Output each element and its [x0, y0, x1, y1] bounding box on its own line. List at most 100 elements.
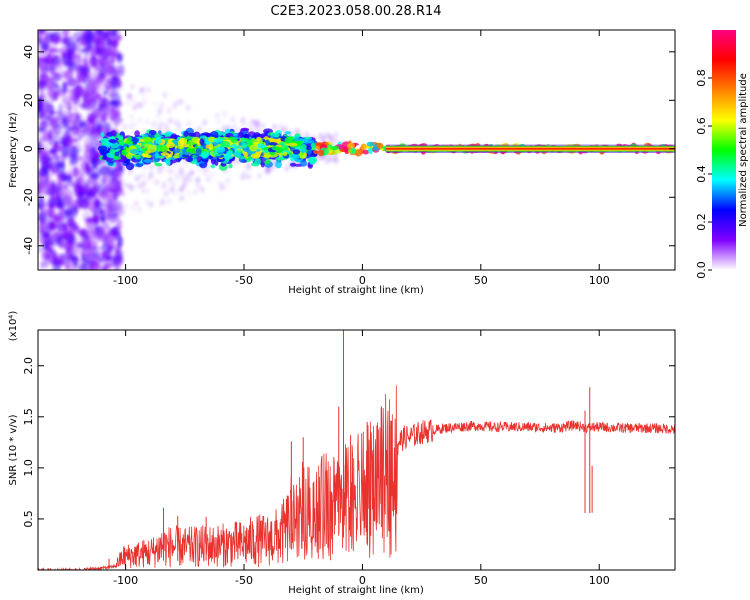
- spectrogram-cell: [87, 79, 95, 92]
- spectrogram-cell: [110, 199, 119, 208]
- spectrogram-cell: [117, 200, 123, 207]
- spectrogram-cell: [143, 137, 152, 143]
- spectrogram-cell: [67, 80, 76, 87]
- spectrogram-cell: [49, 66, 54, 75]
- spectrogram-cell: [167, 176, 173, 183]
- spectrogram-cell: [195, 147, 202, 156]
- spectrogram-cell: [82, 91, 92, 106]
- spectrogram-cell: [75, 30, 81, 37]
- spectrogram-cell: [145, 150, 152, 154]
- spectrogram-y-axis: -40 -20 0 20 40: [22, 45, 675, 255]
- spectrogram-cell: [105, 258, 115, 269]
- spectrogram-cell: [166, 142, 175, 148]
- spectrogram-cell: [93, 213, 99, 223]
- spectrogram-cell: [202, 119, 208, 126]
- spectrogram-cell: [90, 260, 101, 270]
- spectrogram-cell: [253, 132, 261, 138]
- spectrogram-cell: [134, 175, 140, 182]
- spectrogram-cell: [100, 138, 109, 144]
- spectrogram-cell: [168, 167, 174, 174]
- spectrogram-cell: [305, 132, 311, 139]
- spectrogram-cell: [213, 138, 223, 143]
- spectrogram-cell: [121, 191, 127, 198]
- spectrogram-cell: [91, 246, 98, 251]
- spectrogram-cell: [141, 152, 149, 158]
- spectrogram-cell: [205, 144, 210, 149]
- spectrogram-cell: [74, 113, 80, 123]
- spectrogram-cell: [97, 103, 103, 112]
- spectrogram-cell: [275, 146, 284, 153]
- spectrogram-cell: [162, 92, 168, 98]
- spectrogram-cell: [61, 234, 70, 240]
- spectrogram-cell: [102, 108, 108, 115]
- spectrogram-cell: [148, 201, 154, 208]
- spectrogram-cell: [257, 172, 263, 179]
- spectrogram-cell: [224, 128, 231, 134]
- spectrogram-cell: [177, 139, 184, 147]
- spectrogram-cell: [161, 179, 167, 186]
- x-tick-label: 50: [474, 274, 488, 287]
- spectrogram-cell: [181, 182, 187, 189]
- spectrogram-cell: [282, 151, 288, 157]
- spectrogram-cell: [130, 83, 135, 90]
- spectrogram-cell: [76, 146, 83, 154]
- spectrogram-cell: [165, 125, 171, 132]
- spectrogram-cell: [39, 82, 45, 95]
- spectrogram-cell: [107, 45, 112, 53]
- spectrogram-cell: [38, 127, 46, 132]
- spectrogram-cell: [86, 241, 92, 252]
- spectrogram-cell: [66, 88, 72, 94]
- spectrogram-cell: [136, 206, 142, 213]
- spectrogram-cell: [58, 103, 64, 117]
- spectrogram-cell: [130, 131, 136, 137]
- snr-y-axis-label: SNR (10 * v/v): [8, 414, 19, 485]
- spectrogram-cell: [93, 150, 99, 159]
- x-tick-label: -50: [235, 574, 253, 587]
- spectrogram-frame: [37, 29, 676, 271]
- spectrogram-cell: [197, 126, 203, 133]
- y-tick-label: 20: [22, 93, 35, 107]
- spectrogram-noise: [38, 30, 341, 270]
- spectrogram-cell: [52, 90, 57, 98]
- spectrogram-cell: [113, 230, 120, 237]
- spectrogram-cell: [173, 153, 180, 159]
- spectrogram-cell: [223, 183, 229, 190]
- spectrogram-cell: [240, 127, 250, 132]
- spectrogram-cell: [72, 104, 78, 111]
- spectrogram-cell: [89, 54, 97, 67]
- spectrogram-cell: [183, 131, 189, 137]
- spectrogram-cell: [274, 157, 285, 161]
- spectrogram-cell: [123, 203, 129, 210]
- spectrogram-cell: [67, 173, 78, 178]
- spectrogram-cell: [246, 173, 252, 180]
- spectrogram-cell: [287, 142, 298, 147]
- spectrogram-cell: [105, 186, 111, 193]
- spectrogram-cell: [67, 145, 73, 157]
- spectrogram-cell: [105, 85, 111, 92]
- spectrogram-cell: [157, 107, 163, 114]
- snr-x-axis-label: Height of straight line (km): [288, 585, 424, 596]
- spectrogram-cell: [260, 123, 266, 130]
- spectrogram-cell: [230, 137, 238, 144]
- spectrogram-cell: [80, 256, 88, 267]
- spectrogram-cell: [52, 35, 61, 45]
- spectrogram-cell: [269, 151, 275, 156]
- spectrogram-cell: [130, 97, 136, 104]
- spectrogram-cell: [48, 170, 56, 177]
- spectrogram-cell: [131, 137, 140, 143]
- spectrogram-cell: [47, 111, 56, 118]
- spectrogram-cell: [284, 131, 292, 135]
- spectrogram-cell: [255, 123, 261, 130]
- spectrogram-cell: [91, 124, 101, 137]
- spectrogram-cell: [347, 142, 355, 148]
- spectrogram-cell: [83, 62, 89, 73]
- spectrogram-cell: [46, 81, 54, 91]
- spectrogram-cell: [332, 155, 338, 162]
- spectrogram-image: [38, 30, 675, 270]
- spectrogram-cell: [104, 125, 110, 131]
- spectrogram-cell: [241, 142, 248, 149]
- spectrogram-cell: [101, 183, 107, 190]
- spectrogram-cell: [185, 156, 193, 163]
- spectrogram-cell: [106, 39, 112, 47]
